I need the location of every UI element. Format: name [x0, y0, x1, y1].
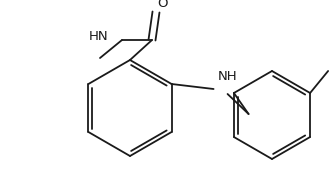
Text: HN: HN [89, 29, 108, 43]
Text: O: O [157, 0, 167, 10]
Text: NH: NH [217, 70, 237, 83]
